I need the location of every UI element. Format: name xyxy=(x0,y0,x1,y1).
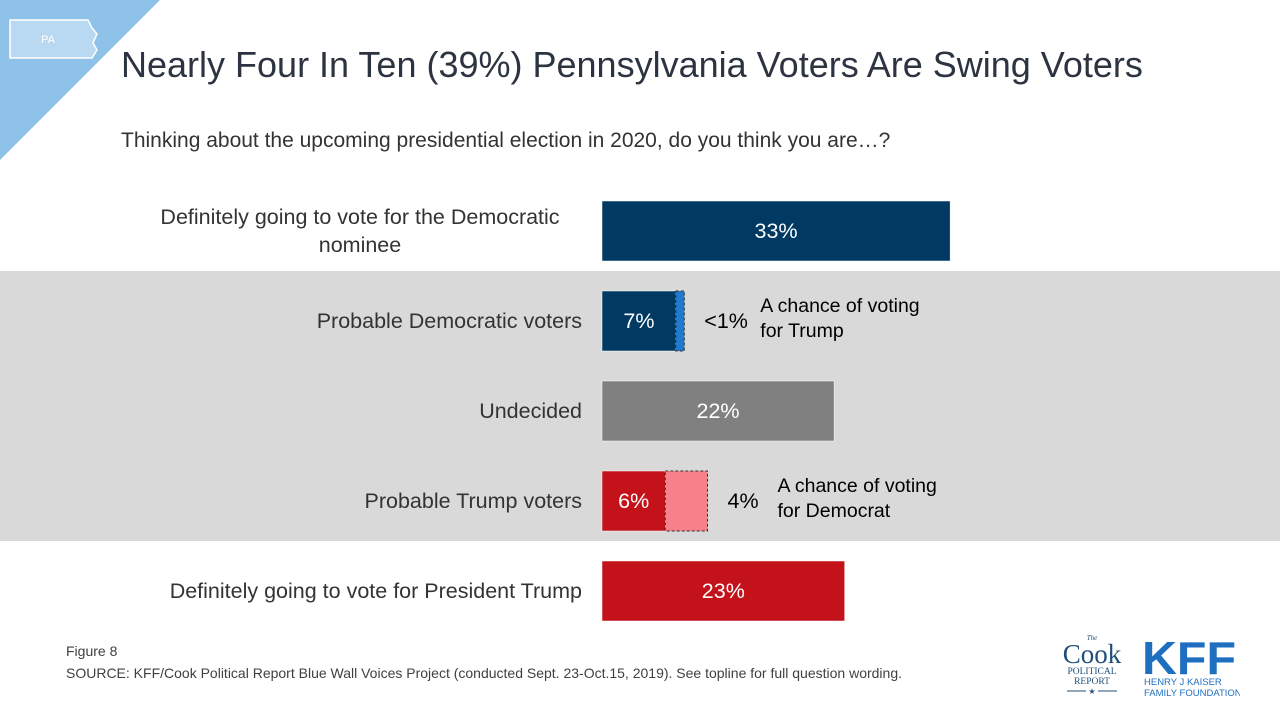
kff-logo-name: KFF xyxy=(1142,632,1236,684)
figure-number: Figure 8 xyxy=(66,643,118,659)
source-note: SOURCE: KFF/Cook Political Report Blue W… xyxy=(66,665,902,681)
cook-logo-line2: REPORT xyxy=(1074,677,1110,687)
corner-decoration: PA xyxy=(0,0,160,160)
bar-segment xyxy=(601,560,845,622)
bar-segment xyxy=(601,290,677,352)
kff-logo-line2: FAMILY FOUNDATION xyxy=(1144,688,1240,699)
kff-logo: KFF HENRY J KAISER FAMILY FOUNDATION xyxy=(1142,632,1240,699)
bar-segment-possible xyxy=(664,470,708,532)
bar-segment xyxy=(601,470,666,532)
data-label: 23% xyxy=(702,579,745,603)
state-badge: PA xyxy=(41,34,56,46)
bar-segment xyxy=(601,200,951,262)
cook-political-report-logo: The Cook POLITICAL REPORT ★ xyxy=(1063,634,1122,696)
page-title: Nearly Four In Ten (39%) Pennsylvania Vo… xyxy=(121,44,1143,85)
data-label: 33% xyxy=(755,219,798,243)
side-value-label: <1% xyxy=(704,309,748,333)
cook-logo-name: Cook xyxy=(1063,639,1122,669)
kff-logo-line1: HENRY J KAISER xyxy=(1144,677,1222,688)
survey-question: Thinking about the upcoming presidential… xyxy=(121,129,891,152)
category-label: Undecided xyxy=(479,399,582,423)
bar-segment xyxy=(601,380,835,442)
cook-logo-line1: POLITICAL xyxy=(1067,667,1116,677)
side-value-label: 4% xyxy=(728,489,759,513)
side-note: A chance of voting for Democrat xyxy=(778,475,937,522)
data-label: 22% xyxy=(697,399,740,423)
star-icon: ★ xyxy=(1088,687,1095,696)
pennsylvania-map-icon xyxy=(9,19,98,59)
category-label: Definitely going to vote for the Democra… xyxy=(160,205,559,257)
category-label: Probable Trump voters xyxy=(365,489,583,513)
category-label: Definitely going to vote for President T… xyxy=(170,579,582,603)
side-note: A chance of voting for Trump xyxy=(760,295,919,342)
data-label: 6% xyxy=(618,489,649,513)
category-label: Probable Democratic voters xyxy=(317,309,582,333)
data-label: 7% xyxy=(623,309,654,333)
bar-segment-possible xyxy=(675,290,685,352)
cook-logo-the: The xyxy=(1087,634,1098,642)
